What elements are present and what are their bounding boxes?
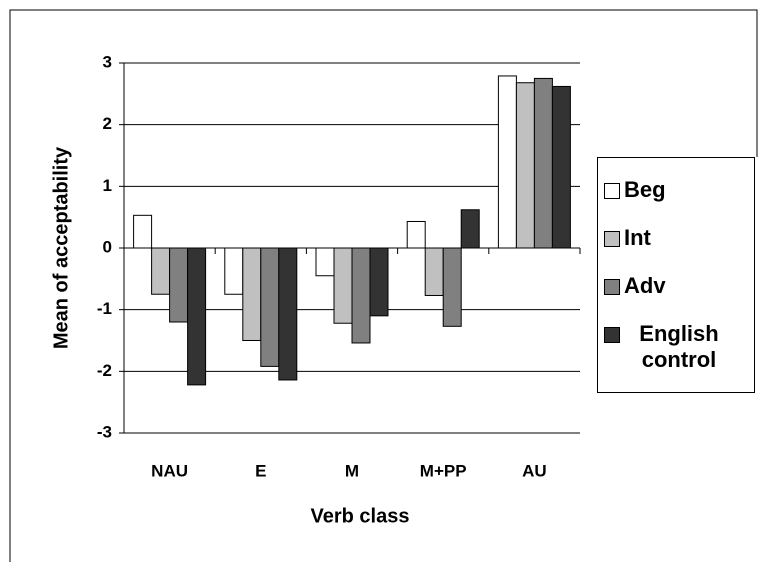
y-axis-label: Mean of acceptability <box>50 146 72 349</box>
bar <box>442 247 462 327</box>
x-tick-label: E <box>255 461 266 480</box>
x-tick-label: M <box>345 461 359 480</box>
legend-label: Int <box>624 225 651 250</box>
bar <box>315 247 335 277</box>
legend: Beg Int Adv English control <box>597 157 755 393</box>
bar <box>424 247 444 296</box>
legend-item: Int <box>604 225 748 251</box>
bar <box>151 247 171 295</box>
y-tick-label: -3 <box>97 422 112 441</box>
bar <box>351 247 371 344</box>
legend-swatch <box>604 183 620 199</box>
x-axis-label: Verb class <box>311 505 410 527</box>
frame <box>9 9 758 562</box>
bar <box>242 247 262 341</box>
legend-item: Beg <box>604 177 748 203</box>
legend-item: Adv <box>604 273 748 299</box>
y-tick-label: 1 <box>103 176 112 195</box>
bar <box>533 77 553 249</box>
bar <box>333 247 353 324</box>
x-tick-label: AU <box>522 461 547 480</box>
y-tick-label: 2 <box>103 114 112 133</box>
y-tick-label: 3 <box>103 52 112 71</box>
bar <box>133 214 153 249</box>
bar <box>406 220 426 249</box>
y-tick-label: 0 <box>103 237 112 256</box>
bar <box>260 247 280 367</box>
y-tick-label: -2 <box>97 361 112 380</box>
legend-swatch <box>604 327 620 343</box>
bar <box>497 75 517 249</box>
bar <box>224 247 244 295</box>
x-tick-label: M+PP <box>420 461 467 480</box>
bar <box>278 247 298 381</box>
bar <box>169 247 189 323</box>
legend-item: English control <box>604 321 748 373</box>
bar <box>551 85 571 249</box>
legend-swatch <box>604 279 620 295</box>
legend-swatch <box>604 231 620 247</box>
bar <box>369 247 389 317</box>
legend-label: English control <box>639 321 719 372</box>
y-tick-label: -1 <box>97 299 112 318</box>
bar <box>187 247 207 386</box>
bar <box>515 82 535 249</box>
bar <box>460 209 480 249</box>
legend-label: Adv <box>624 273 666 298</box>
legend-label: Beg <box>624 177 666 202</box>
x-tick-label: NAU <box>151 461 188 480</box>
